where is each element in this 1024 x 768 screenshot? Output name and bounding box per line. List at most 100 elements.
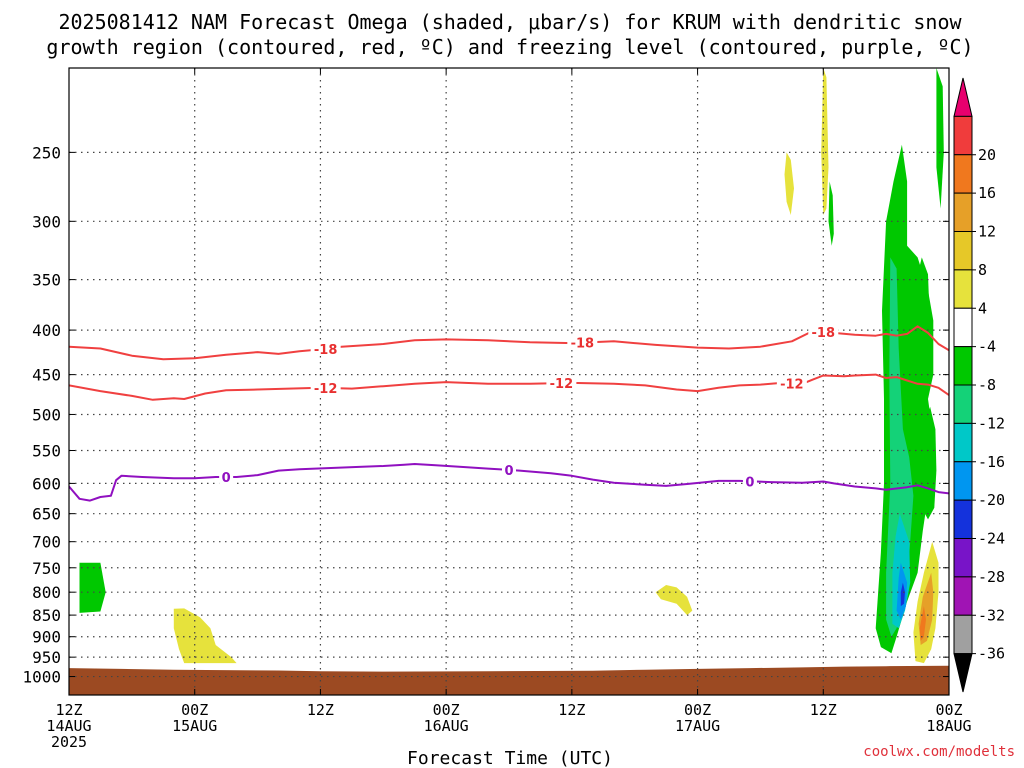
y-tick-label-650: 650 — [32, 505, 61, 524]
omega-shaded-regions — [79, 68, 944, 664]
omega-region-12 — [920, 406, 937, 520]
x-tick-label-0-1: 14AUG — [46, 717, 91, 735]
contour-label-12-1: -12 — [550, 377, 574, 392]
colorbar-label-24: -24 — [978, 530, 1005, 548]
chart-title-line-1: 2025081412 NAM Forecast Omega (shaded, μ… — [58, 10, 962, 34]
contour-label-12-2: -12 — [780, 377, 804, 392]
colorbar-label-4: 4 — [978, 299, 987, 317]
omega-region-16 — [919, 606, 926, 641]
contour-label-bg-12-1 — [546, 375, 577, 391]
contour-label-bg-0-2 — [742, 473, 757, 489]
pressure-axis: 250 300 350 400 450 500 550 600 650 700 750 800 850 9… — [22, 143, 949, 687]
contour-label-18-2: -18 — [812, 326, 836, 341]
contour-label-12-0: -12 — [314, 382, 338, 397]
y-tick-label-900: 900 — [32, 628, 61, 647]
y-tick-label-300: 300 — [32, 212, 61, 231]
contour-label-bg-18-2 — [808, 323, 839, 339]
contour-label-0-1: 0 — [504, 464, 513, 479]
y-tick-label-400: 400 — [32, 321, 61, 340]
colorbar-label-16: 16 — [978, 184, 996, 202]
omega-region-2 — [655, 585, 693, 616]
y-tick-label-500: 500 — [32, 405, 61, 424]
contour-label-bg-18-0 — [310, 340, 341, 356]
colorbar-swatch-0 — [953, 77, 973, 117]
x-tick-label-0-2: 2025 — [51, 733, 87, 751]
colorbar-swatch-1 — [953, 115, 973, 156]
y-tick-label-450: 450 — [32, 366, 61, 385]
colorbar-swatch-10 — [953, 461, 973, 501]
colorbar-label-8: -8 — [978, 376, 996, 394]
x-tick-label-12-0: 00Z — [181, 701, 208, 719]
omega-region-13 — [913, 257, 931, 392]
x-tick-label-84-1: 18AUG — [926, 717, 971, 735]
x-tick-label-48-0: 12Z — [558, 701, 585, 719]
y-tick-label-700: 700 — [32, 533, 61, 552]
x-tick-label-0-0: 12Z — [55, 701, 82, 719]
colorbar-swatch-8 — [953, 384, 973, 424]
x-tick-label-84-0: 00Z — [935, 701, 962, 719]
omega-colorbar: 20 16 12 8 4 -4 -8 -12 -16 -20 -24 -28 -32 -36 — [953, 77, 1005, 693]
omega-region-1 — [173, 608, 237, 664]
contour-label-bg-0-0 — [219, 469, 234, 485]
ground-area — [69, 665, 949, 695]
x-tick-label-36-0: 00Z — [433, 701, 460, 719]
contour-line-0 — [69, 463, 949, 502]
colorbar-label-8: 8 — [978, 261, 987, 279]
y-tick-label-850: 850 — [32, 606, 61, 625]
x-tick-label-24-0: 12Z — [307, 701, 334, 719]
chart-title-line-2: growth region (contoured, red, ºC) and f… — [46, 35, 973, 59]
x-tick-label-60-0: 00Z — [684, 701, 711, 719]
contour-label-bg-0-1 — [502, 461, 516, 477]
contour-line-12 — [69, 373, 949, 401]
y-tick-label-800: 800 — [32, 583, 61, 602]
contour-label-18-0: -18 — [314, 343, 338, 358]
y-tick-label-250: 250 — [32, 143, 61, 162]
colorbar-label-12: 12 — [978, 223, 996, 241]
colorbar-swatch-9 — [953, 422, 973, 463]
colorbar-swatch-5 — [953, 269, 973, 309]
temperature-contours: -18 -18 -18 -12 -12 -12 0 0 0 — [69, 323, 949, 502]
colorbar-label-20: 20 — [978, 146, 996, 164]
omega-region-0 — [79, 562, 106, 613]
y-tick-label-750: 750 — [32, 559, 61, 578]
contour-label-bg-12-2 — [776, 375, 807, 391]
x-tick-label-12-1: 15AUG — [172, 717, 217, 735]
contour-label-bg-18-1 — [567, 334, 598, 350]
y-tick-label-600: 600 — [32, 474, 61, 493]
colorbar-swatch-12 — [953, 538, 973, 578]
x-axis-label: Forecast Time (UTC) — [407, 748, 613, 768]
colorbar-label-4: -4 — [978, 338, 996, 356]
colorbar-label-36: -36 — [978, 645, 1005, 663]
colorbar-swatch-6 — [953, 307, 973, 348]
colorbar-swatch-11 — [953, 499, 973, 539]
ground-surface — [69, 665, 949, 695]
contour-label-18-1: -18 — [571, 337, 595, 352]
x-tick-label-72-0: 12Z — [810, 701, 837, 719]
y-tick-label-1000: 1000 — [22, 668, 61, 687]
contour-label-0-2: 0 — [745, 475, 754, 490]
colorbar-swatch-3 — [953, 192, 973, 232]
colorbar-label-16: -16 — [978, 453, 1005, 471]
omega-region-3 — [784, 152, 794, 215]
omega-region-4 — [821, 68, 829, 215]
plot-frame — [68, 67, 950, 696]
colorbar-label-32: -32 — [978, 606, 1005, 624]
x-tick-label-36-1: 16AUG — [424, 717, 469, 735]
omega-region-11 — [900, 582, 905, 607]
colorbar-swatch-7 — [953, 346, 973, 386]
plot-gridlines — [69, 68, 949, 695]
omega-region-6 — [936, 68, 944, 209]
colorbar-swatch-13 — [953, 576, 973, 616]
x-tick-label-60-1: 17AUG — [675, 717, 720, 735]
colorbar-swatch-2 — [953, 154, 973, 194]
contour-label-0-0: 0 — [222, 471, 231, 486]
colorbar-label-20: -20 — [978, 491, 1005, 509]
colorbar-label-28: -28 — [978, 568, 1005, 586]
y-tick-label-350: 350 — [32, 271, 61, 290]
credit-text: coolwx.com/modelts — [863, 744, 1015, 760]
omega-region-5 — [828, 181, 834, 246]
contour-label-bg-12-0 — [310, 379, 341, 395]
colorbar-swatch-14 — [953, 614, 973, 655]
